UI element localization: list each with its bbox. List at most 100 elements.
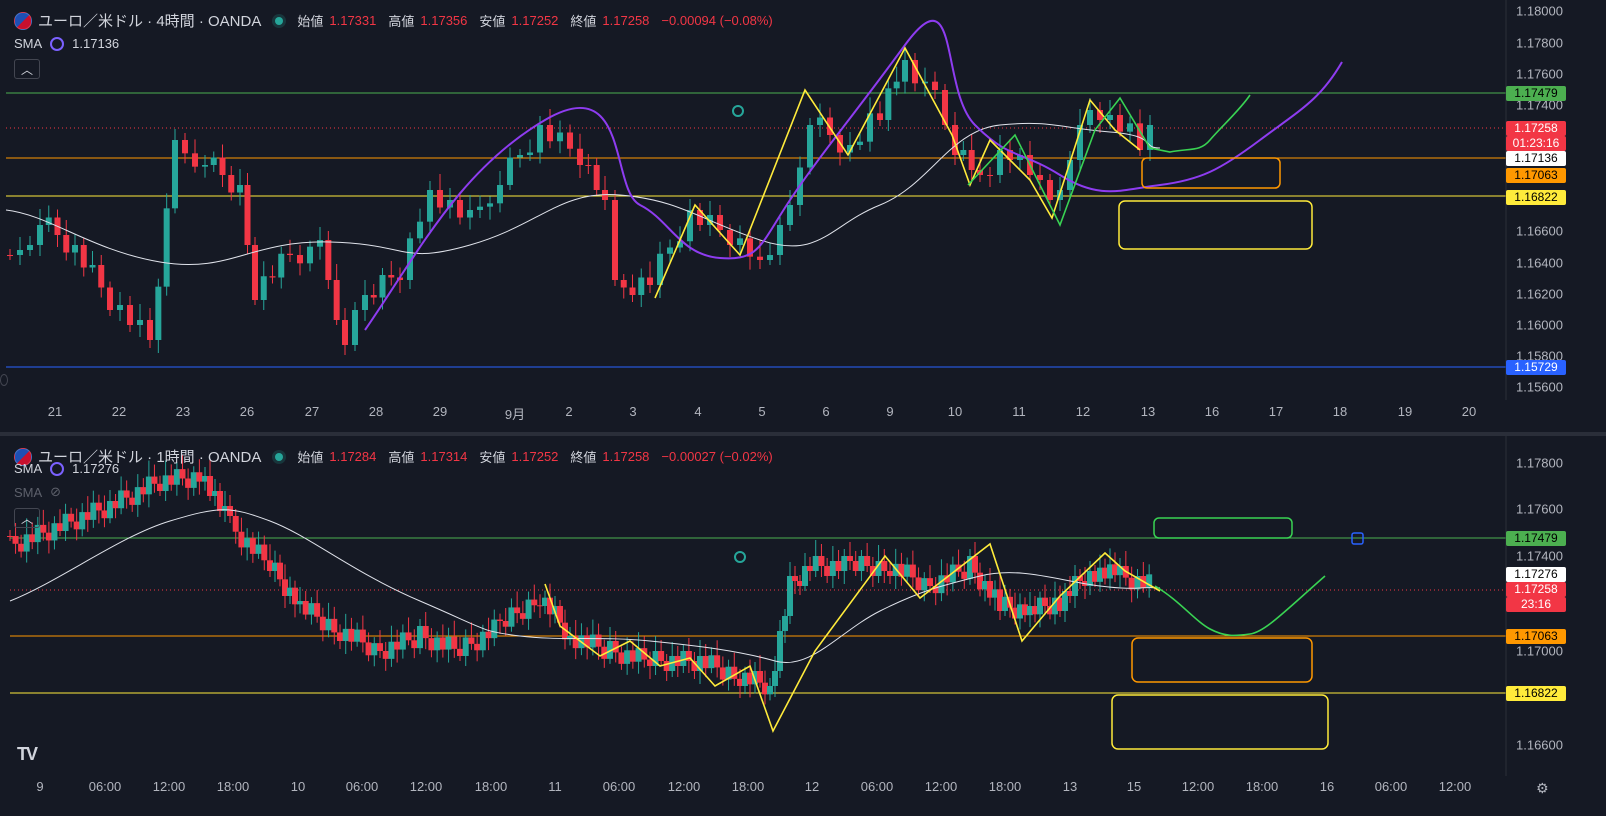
tradingview-logo-icon[interactable]: TV [17, 744, 38, 764]
candle-body [437, 190, 443, 208]
candle-body [877, 113, 883, 120]
candle-body [462, 637, 469, 656]
collapse-legend-button[interactable]: ︿ [14, 59, 40, 79]
yellow-zone-box [1118, 200, 1313, 250]
candle-body [514, 607, 521, 614]
time-axis-label: 23 [175, 404, 191, 419]
price-axis-1h[interactable]: 1.17800 1.17600 1.17400 1.17000 1.16600 [1508, 436, 1606, 776]
candle-body [117, 305, 123, 310]
candle-body [40, 524, 47, 533]
candle-body [388, 641, 395, 659]
candle-body [23, 534, 30, 552]
candle-body [269, 276, 276, 278]
candle-body [829, 561, 836, 576]
candle-body [219, 157, 226, 175]
candle-body [1007, 150, 1013, 160]
candle-body [1117, 115, 1123, 132]
candle-body [852, 561, 859, 571]
candle-body [417, 221, 423, 239]
candle-body [687, 210, 693, 242]
candle-body [1072, 576, 1078, 596]
candle-body [921, 578, 928, 591]
candle-body [362, 295, 368, 310]
candle-body [537, 125, 543, 153]
sma-indicator-legend[interactable]: SMA 1.17276 [14, 461, 119, 476]
price-axis-label: 1.17800 [1516, 35, 1563, 51]
chart-canvas-4h[interactable] [0, 0, 1606, 432]
time-axis-label: 06:00 [860, 779, 894, 794]
pane-handle[interactable] [0, 374, 8, 386]
candle-body [987, 175, 993, 176]
candle-body [772, 671, 778, 686]
candle-body [767, 255, 773, 260]
time-axis-label: 18:00 [731, 779, 765, 794]
chart-pane-1h[interactable]: ユーロ／米ドル · 1時間 · OANDA 始値 1.17284 高値 1.1731… [0, 436, 1606, 816]
candle-body [162, 475, 169, 491]
candle-body [331, 618, 338, 633]
sma-indicator-legend[interactable]: SMA 1.17136 [14, 36, 119, 51]
candle-body [562, 622, 568, 640]
candle-body [1077, 125, 1083, 160]
time-axis-label: 11 [548, 779, 562, 794]
candle-body [244, 185, 251, 245]
candle-body [325, 240, 332, 280]
candle-body [757, 256, 763, 260]
candle-body [17, 250, 23, 255]
pane-divider[interactable] [0, 432, 1606, 436]
close-label: 終値 [570, 14, 597, 29]
time-axis-label: 12:00 [1181, 779, 1215, 794]
candle-body [29, 534, 36, 543]
candle-body [382, 651, 389, 659]
price-axis-label: 1.16200 [1516, 286, 1563, 302]
candle-body [227, 506, 233, 516]
price-axis-label: 1.17400 [1516, 548, 1563, 564]
legend-4h: ユーロ／米ドル · 4時間 · OANDA 始値 1.17331 高値 1.1735… [14, 10, 779, 31]
candle-body [1042, 597, 1048, 606]
candle-body [737, 678, 743, 686]
candle-body [1067, 591, 1073, 596]
candle-body [909, 564, 916, 578]
candle-body [217, 491, 223, 511]
sma-price-tag: 1.17276 [1506, 567, 1566, 582]
collapse-legend-button[interactable]: ︿ [14, 508, 40, 528]
open-label: 始値 [297, 450, 324, 465]
candle-body [847, 556, 853, 561]
yellow-line-price-tag: 1.16822 [1506, 686, 1566, 701]
time-axis-label: 4 [694, 404, 702, 419]
candle-body [1067, 160, 1073, 190]
candle-body [657, 253, 663, 285]
eye-hidden-icon[interactable]: ⊘ [50, 484, 62, 499]
time-axis-label: 5 [758, 404, 766, 419]
candle-body [595, 634, 602, 647]
candle-body [658, 651, 665, 661]
symbol-title[interactable]: ユーロ／米ドル · 4時間 · OANDA [38, 13, 262, 30]
alert-clock-icon [734, 551, 746, 563]
candle-body [787, 576, 793, 616]
legend-1h: ユーロ／米ドル · 1時間 · OANDA 始値 1.17284 高値 1.1731… [14, 446, 779, 467]
time-axis-label: 3 [629, 404, 637, 419]
chart-canvas-1h[interactable] [0, 436, 1606, 816]
chart-pane-4h[interactable]: ユーロ／米ドル · 4時間 · OANDA 始値 1.17331 高値 1.1735… [0, 0, 1606, 432]
gear-icon[interactable]: ⚙ [1536, 780, 1549, 796]
sma-hidden-indicator-legend[interactable]: SMA ⊘ [14, 484, 61, 500]
orange-line-price-tag: 1.17063 [1506, 168, 1566, 183]
candle-body [742, 672, 748, 686]
candle-body [635, 648, 642, 662]
high-value: 1.17356 [420, 13, 468, 28]
candle-body [589, 634, 596, 648]
time-axis-1h[interactable]: 9 06:00 12:00 18:00 10 06:00 12:00 18:00 11 06:00… [0, 779, 1506, 799]
candle-body [468, 637, 475, 644]
candle-body [7, 536, 13, 537]
candle-body [377, 643, 383, 651]
price-axis-4h[interactable]: 1.18000 1.17800 1.17600 1.17400 1.16600 1.164… [1508, 0, 1606, 400]
candle-body [51, 523, 58, 541]
time-axis-4h[interactable]: 21 22 23 26 27 28 29 9月 2 3 4 5 6 9 10 11 12 13 16 17 18 19 20 [0, 404, 1506, 424]
candle-body [407, 238, 413, 280]
candle-body [867, 113, 873, 142]
candle-body [992, 589, 998, 598]
symbol-title[interactable]: ユーロ／米ドル · 1時間 · OANDA [38, 449, 262, 466]
time-axis-label: 11 [1012, 404, 1026, 419]
yellow-zone-box [1111, 694, 1329, 750]
candle-body [1037, 597, 1043, 615]
candle-body [827, 117, 833, 135]
